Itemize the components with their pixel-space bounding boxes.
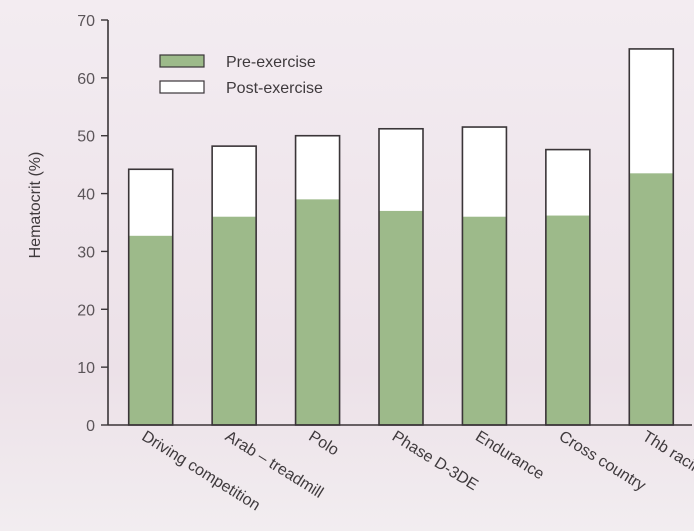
legend-label: Post-exercise: [226, 80, 323, 97]
y-tick-label: 70: [77, 13, 95, 30]
y-tick-label: 20: [77, 302, 95, 319]
bar-pre-exercise: [212, 216, 257, 425]
x-tick-label: Endurance: [472, 428, 547, 483]
legend: Pre-exercise Post-exercise: [159, 54, 323, 97]
bar-pre-exercise: [629, 173, 674, 425]
y-axis-title: Hematocrit (%): [27, 152, 44, 259]
legend-swatch: [159, 54, 205, 68]
bar-pre-exercise: [545, 215, 590, 425]
y-tick-label: 10: [77, 360, 95, 377]
y-tick-label: 60: [77, 71, 95, 88]
y-tick-label: 50: [77, 129, 95, 146]
x-tick-label: Polo: [305, 428, 341, 459]
bar-pre-exercise: [128, 235, 173, 425]
y-tick-label: 0: [86, 418, 95, 435]
legend-swatch: [159, 80, 205, 94]
bar-pre-exercise: [379, 210, 423, 425]
x-tick-label: Thb racing: [639, 428, 694, 482]
bar-pre-exercise: [295, 199, 340, 425]
x-tick-label: Phase D-3DE: [389, 428, 481, 494]
bars-layer: [127, 48, 675, 426]
bar-pre-exercise: [462, 216, 507, 425]
y-tick-label: 40: [77, 187, 95, 204]
legend-label: Pre-exercise: [226, 54, 316, 71]
y-tick-label: 30: [77, 244, 95, 261]
x-tick-label: Cross country: [556, 428, 649, 495]
